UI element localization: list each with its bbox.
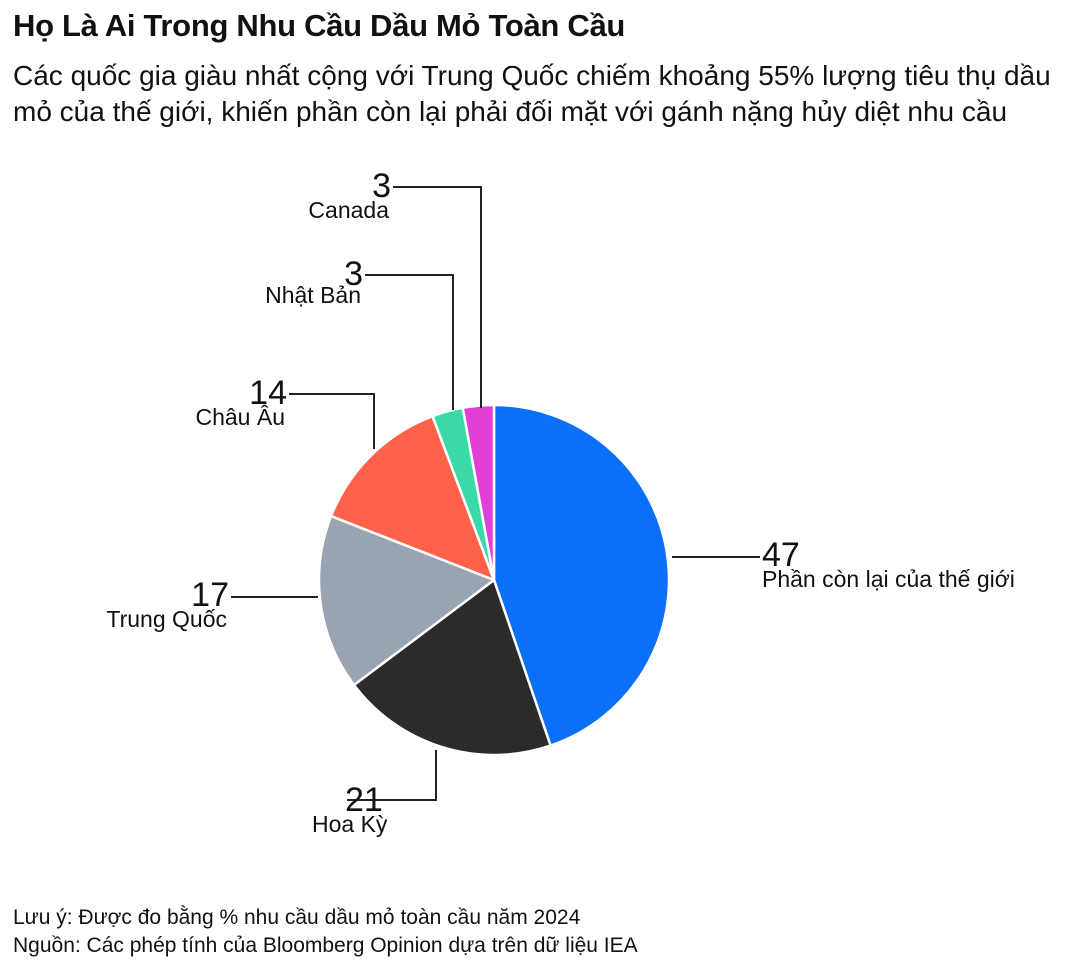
pie-slice-trung-quoc (317, 514, 496, 687)
chart-source: Nguồn: Các phép tính của Bloomberg Opini… (13, 934, 638, 957)
pie-slice-phan-con-lai-cua-the-gioi (492, 403, 671, 747)
pie-slice-canada (461, 403, 496, 582)
leader-line-chau-au (289, 393, 375, 449)
category-label-nhat-ban: Nhật Bản (265, 282, 361, 308)
category-label-trung-quoc: Trung Quốc (106, 606, 227, 632)
value-label-chau-au: 14 (249, 374, 287, 412)
value-label-hoa-ky: 21 (345, 781, 383, 819)
category-label-phan-con-lai-cua-the-gioi: Phần còn lại của thế giới (762, 566, 1015, 592)
leader-line-hoa-ky (347, 750, 437, 801)
category-label-canada: Canada (308, 197, 389, 223)
chart-title: Họ Là Ai Trong Nhu Cầu Dầu Mỏ Toàn Cầu (13, 8, 626, 43)
value-label-trung-quoc: 17 (191, 576, 229, 614)
leader-line-nhat-ban (365, 274, 454, 410)
pie-slice-hoa-ky (352, 578, 552, 757)
value-label-canada: 3 (372, 167, 391, 205)
chart-subtitle: Các quốc gia giàu nhất cộng với Trung Qu… (13, 60, 1051, 127)
value-label-phan-con-lai-cua-the-gioi: 47 (762, 536, 800, 574)
category-label-hoa-ky: Hoa Kỳ (312, 811, 388, 837)
leader-line-canada (393, 186, 482, 408)
category-label-chau-au: Châu Âu (195, 404, 285, 430)
chart-note: Lưu ý: Được đo bằng % nhu cầu dầu mỏ toà… (13, 906, 581, 929)
pie-slice-chau-au (329, 414, 496, 582)
value-label-nhat-ban: 3 (344, 255, 363, 293)
